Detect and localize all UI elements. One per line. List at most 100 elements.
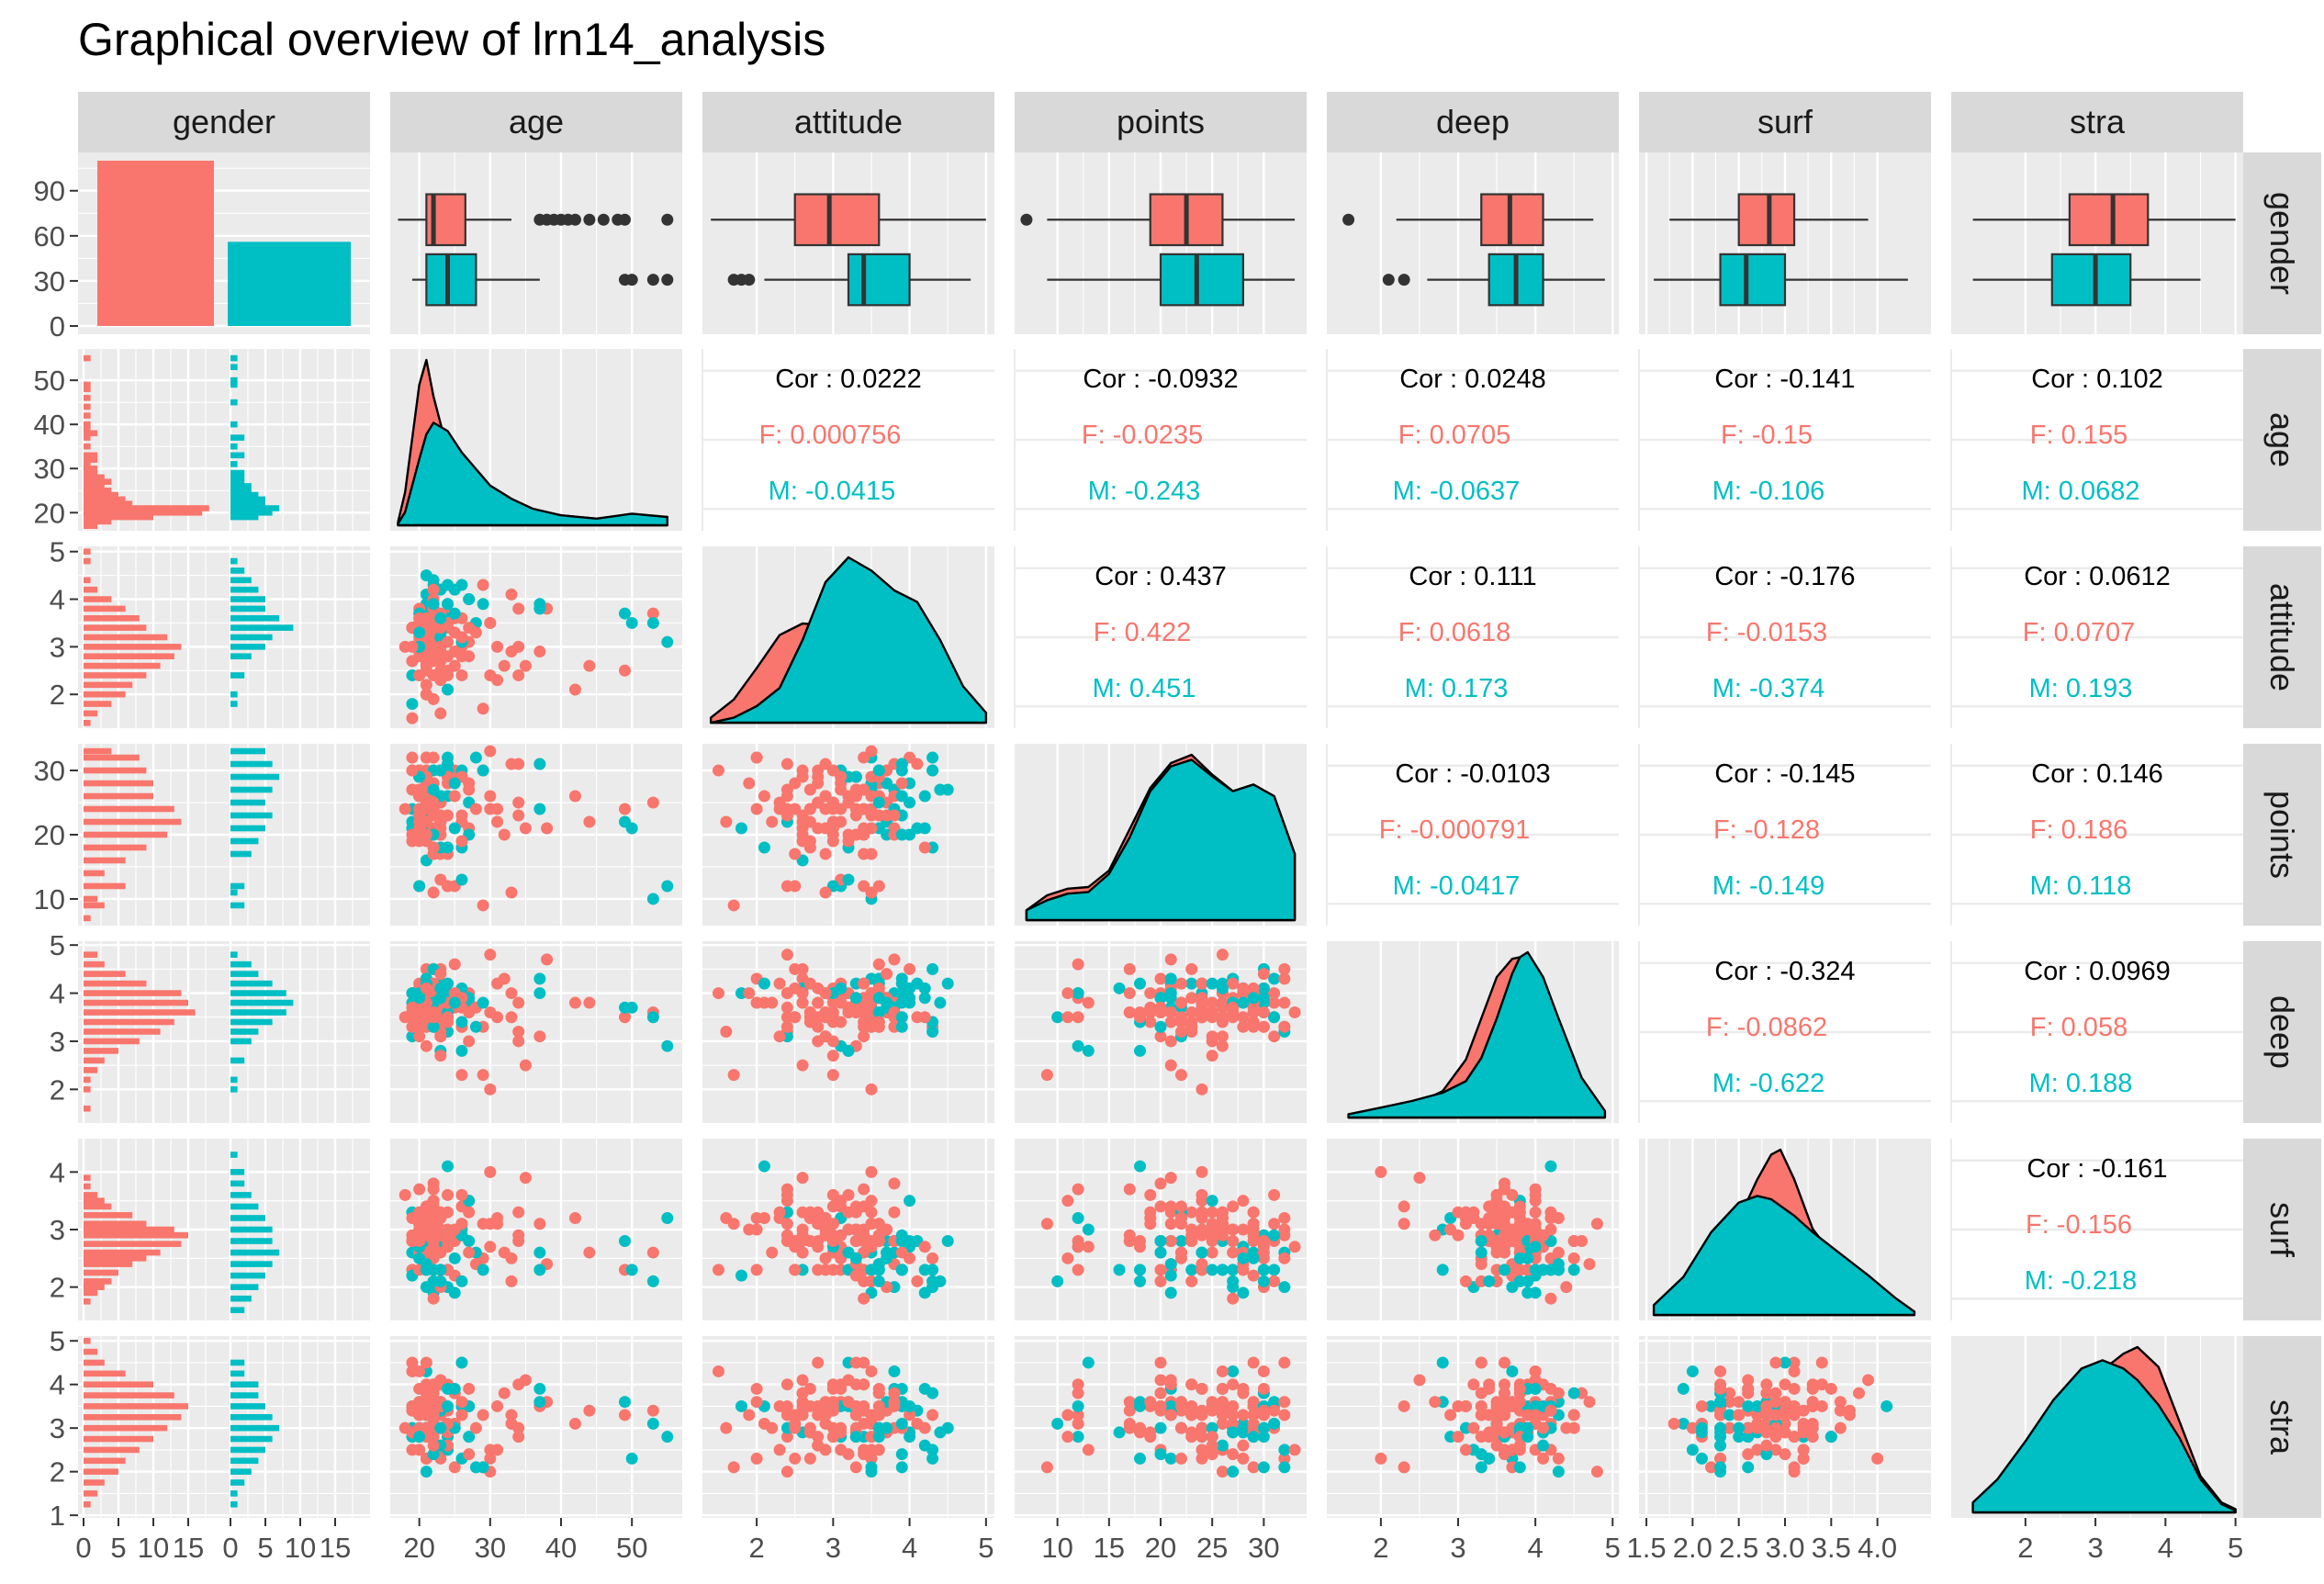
right-strip-deep xyxy=(2243,941,2321,1123)
hist-bar-F xyxy=(84,980,147,987)
point-F xyxy=(1144,1006,1157,1019)
point-F xyxy=(1779,1404,1791,1417)
right-strip-surf xyxy=(2243,1139,2321,1320)
point-M xyxy=(1537,1439,1550,1452)
point-M xyxy=(1695,1421,1708,1434)
hist-bar-F xyxy=(84,425,91,433)
point-F xyxy=(758,790,770,803)
point-F xyxy=(442,1188,455,1201)
cor-total: Cor : -0.141 xyxy=(1714,365,1855,394)
point-F xyxy=(484,1444,497,1456)
cor-total: Cor : -0.176 xyxy=(1714,562,1855,591)
point-M xyxy=(455,873,468,886)
point-F xyxy=(1544,1206,1557,1219)
point-M xyxy=(941,1235,954,1248)
point-F xyxy=(406,751,419,764)
point-F xyxy=(463,1246,476,1259)
hist-bar-M xyxy=(230,1009,286,1016)
density-M xyxy=(709,556,988,725)
point-M xyxy=(1521,1421,1534,1434)
panel-attitude-gender xyxy=(78,546,370,728)
y-tick-label-age: 30 xyxy=(34,453,65,485)
hist-bar-F xyxy=(84,522,98,530)
point-F xyxy=(1134,1006,1147,1019)
point-F xyxy=(420,1218,432,1230)
point-F xyxy=(568,1417,581,1430)
outlier-F xyxy=(597,213,610,226)
point-M xyxy=(1237,1252,1250,1264)
point-M xyxy=(646,1011,659,1024)
point-F xyxy=(1206,1396,1218,1409)
point-M xyxy=(1498,1264,1510,1276)
point-F xyxy=(872,1218,885,1230)
point-F xyxy=(1174,1421,1187,1434)
x-tick-label-points: 20 xyxy=(1145,1532,1176,1564)
point-F xyxy=(512,1229,525,1241)
point-F xyxy=(568,790,581,803)
point-M xyxy=(1714,1461,1727,1474)
point-F xyxy=(872,958,885,971)
point-F xyxy=(1459,1399,1472,1412)
x-tick-label-points: 30 xyxy=(1248,1532,1279,1564)
point-M xyxy=(1686,1365,1699,1377)
point-F xyxy=(1196,1264,1208,1276)
panel-points-points xyxy=(1015,744,1307,926)
point-F xyxy=(1498,1387,1510,1399)
point-F xyxy=(420,1039,432,1052)
cor-M: M: -0.149 xyxy=(1712,871,1825,901)
hist-bar-M xyxy=(230,1424,280,1432)
point-F xyxy=(1834,1421,1847,1434)
point-M xyxy=(448,777,461,790)
point-F xyxy=(1714,1365,1727,1377)
hist-bar-F xyxy=(84,505,209,511)
point-F xyxy=(1413,1172,1426,1185)
hist-bar-F xyxy=(84,430,98,437)
point-F xyxy=(1278,1211,1291,1224)
right-strip-label-deep: deep xyxy=(2263,995,2301,1069)
point-F xyxy=(512,809,525,822)
point-M xyxy=(872,1431,885,1444)
point-M xyxy=(1227,1426,1240,1439)
cor-M: M: 0.188 xyxy=(2029,1069,2133,1098)
point-F xyxy=(1164,1006,1177,1019)
point-F xyxy=(512,796,525,809)
hist-bar-F xyxy=(84,509,203,516)
point-F xyxy=(1072,1417,1084,1430)
point-F xyxy=(491,1399,504,1412)
point-F xyxy=(1206,1439,1218,1452)
point-F xyxy=(918,1421,931,1434)
point-M xyxy=(455,1356,468,1369)
density-M xyxy=(1347,950,1607,1119)
point-F xyxy=(1154,1399,1167,1412)
point-F xyxy=(1733,1396,1746,1409)
point-F xyxy=(1375,1452,1387,1465)
point-F xyxy=(1196,1382,1208,1395)
right-strip-label-attitude: attitude xyxy=(2263,583,2301,691)
point-M xyxy=(1521,1252,1534,1264)
hist-bar-M xyxy=(230,483,252,489)
point-M xyxy=(895,828,908,841)
point-F xyxy=(1154,1387,1167,1399)
y-tick-label-attitude: 2 xyxy=(50,679,65,711)
point-F xyxy=(533,1030,546,1043)
point-F xyxy=(1216,1039,1229,1052)
point-F xyxy=(406,1404,419,1417)
point-F xyxy=(1164,1218,1177,1230)
x-tick-label-age: 40 xyxy=(545,1532,577,1564)
cor-F: F: 0.058 xyxy=(2030,1013,2128,1042)
point-F xyxy=(1268,1275,1281,1287)
panel-points-stra: Cor : 0.146 F: 0.186 M: 0.118 xyxy=(1950,744,2243,926)
top-strip-deep xyxy=(1327,92,1619,152)
hist-bar-F xyxy=(84,1284,105,1290)
point-F xyxy=(766,1246,779,1259)
point-F xyxy=(1174,996,1187,1009)
point-M xyxy=(1164,1452,1177,1465)
point-F xyxy=(1429,1396,1442,1409)
point-F xyxy=(1769,1409,1782,1421)
point-F xyxy=(1552,1452,1565,1465)
point-F xyxy=(1529,1188,1542,1201)
panel-deep-surf: Cor : -0.324 F: -0.0862 M: -0.622 xyxy=(1638,941,1931,1123)
point-M xyxy=(1278,1444,1291,1456)
point-M xyxy=(533,987,546,1000)
point-F xyxy=(427,1229,440,1241)
